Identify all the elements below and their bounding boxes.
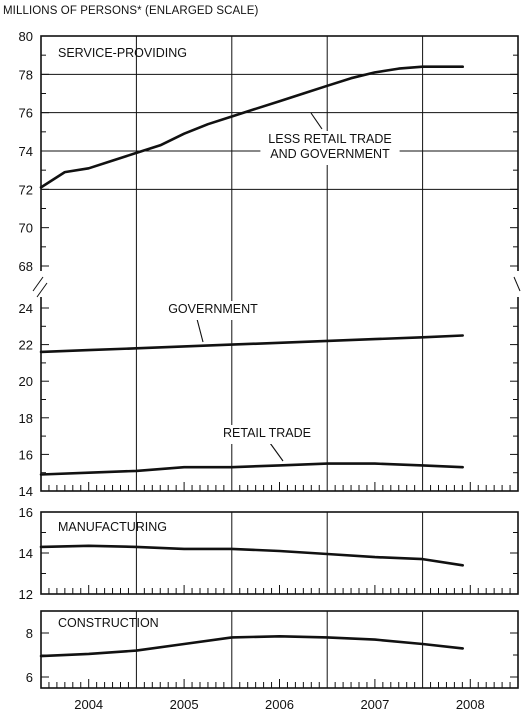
annotation-less-retail-label: AND GOVERNMENT (270, 147, 390, 161)
service-upper-y-tick-label: 72 (19, 182, 33, 197)
service-lower-y-tick-label: 22 (19, 338, 33, 353)
service-upper-y-tick-label: 78 (19, 67, 33, 82)
page-title: MILLIONS OF PERSONS* (ENLARGED SCALE) (3, 5, 259, 17)
annotation-retail-label-bg (216, 425, 318, 444)
annotation-government-label: GOVERNMENT (168, 302, 258, 316)
manufacturing-y-tick-label: 12 (19, 587, 33, 602)
annotation-government-label-bg (170, 301, 256, 320)
series-line-government (39, 334, 464, 354)
manufacturing-y-tick-label: 16 (19, 505, 33, 520)
x-axis: 2004 2005 2006 2007 2008 (74, 697, 485, 712)
x-tick-label: 2005 (170, 697, 199, 712)
annotation-leader-retail (269, 442, 284, 462)
service-lower-y-tick-label: 20 (19, 374, 33, 389)
panel-manufacturing: 12 14 16 MANUFACTURING (19, 505, 519, 602)
panel-service-providing: 68 70 72 74 76 78 80 16 18 20 22 24 14 SERVICE-PROVID… (19, 29, 522, 499)
scale-break-gap-left (35, 271, 47, 297)
series-line-manufacturing (39, 544, 464, 567)
annotation-leader-government (196, 318, 204, 343)
service-panel-frame (40, 35, 519, 492)
construction-y-tick-label: 6 (26, 670, 33, 685)
series-line-less-retail-government (39, 65, 464, 189)
service-lower-y-tick-label: 24 (19, 301, 33, 316)
service-lower-y-tick-label: 16 (19, 447, 33, 462)
service-lower-y-tick-label: 18 (19, 411, 33, 426)
annotation-leader-less-retail (310, 112, 323, 130)
service-upper-y-tick-label: 76 (19, 106, 33, 121)
x-tick-label: 2004 (74, 697, 103, 712)
construction-panel-label: CONSTRUCTION (58, 616, 159, 630)
manufacturing-y-tick-label: 14 (19, 546, 33, 561)
scale-break-mark-left (36, 282, 48, 298)
service-upper-y-tick-label: 74 (19, 144, 33, 159)
construction-y-tick-label: 8 (26, 626, 33, 641)
panel-construction: 6 8 CONSTRUCTION (26, 610, 519, 689)
service-upper-y-tick-label: 68 (19, 259, 33, 274)
service-upper-y-tick-label: 70 (19, 221, 33, 236)
series-line-construction (39, 635, 464, 658)
service-panel-label: SERVICE-PROVIDING (58, 46, 187, 60)
service-upper-y-tick-label: 80 (19, 29, 33, 44)
x-tick-label: 2006 (265, 697, 294, 712)
series-line-retail-trade (39, 462, 464, 476)
annotation-less-retail-label-bg (260, 131, 400, 165)
x-tick-label: 2008 (456, 697, 485, 712)
x-tick-label: 2007 (360, 697, 389, 712)
service-lower-y-tick-label: 14 (19, 484, 33, 499)
scale-break-mark-right (513, 276, 521, 292)
scale-break-mark-left (32, 276, 44, 292)
manufacturing-panel-label: MANUFACTURING (58, 520, 167, 534)
annotation-retail-label: RETAIL TRADE (223, 426, 311, 440)
annotation-less-retail-label: LESS RETAIL TRADE (268, 132, 391, 146)
